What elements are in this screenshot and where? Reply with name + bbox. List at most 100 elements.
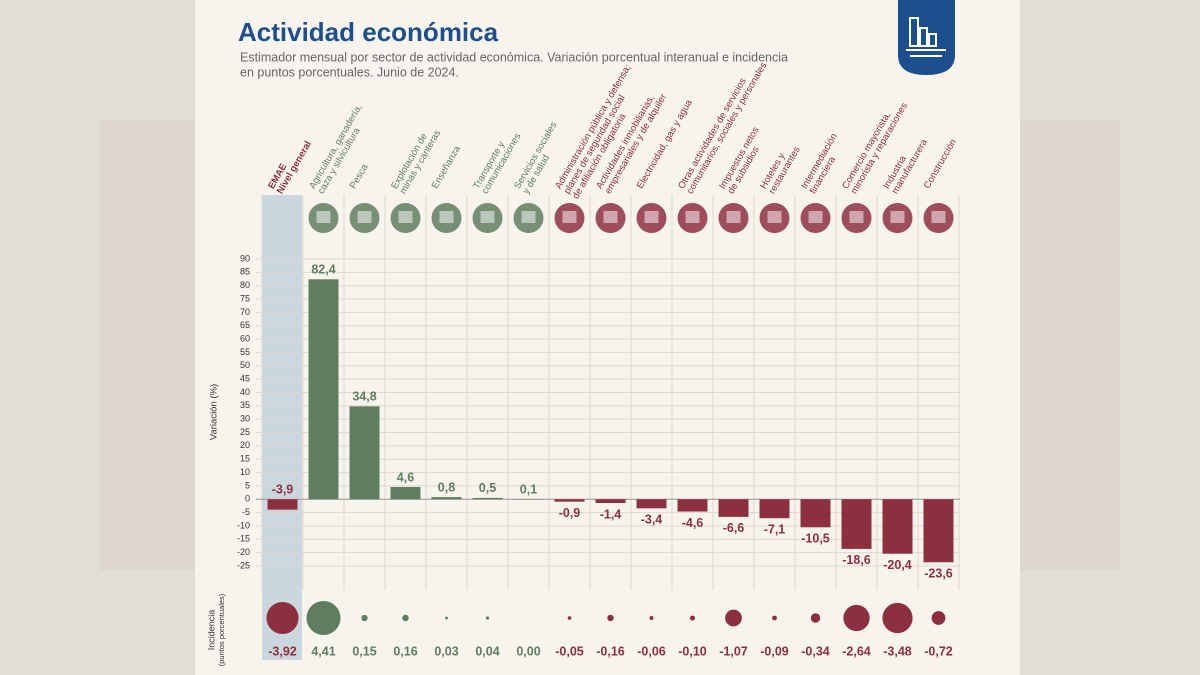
sector-icon-glyph (931, 211, 946, 223)
y-tick-label: -25 (237, 560, 250, 570)
value-label: -4,6 (682, 516, 704, 530)
sector-icon-glyph (398, 211, 413, 223)
y-tick-label: 55 (240, 347, 250, 357)
blurred-side (100, 120, 195, 570)
value-label: -7,1 (764, 523, 786, 537)
incidence-label: -0,06 (637, 644, 666, 658)
incidence-label: -0,05 (555, 644, 584, 658)
value-label: -3,9 (272, 483, 294, 497)
incidence-label: 0,04 (475, 644, 499, 658)
incidence-label: -3,92 (268, 644, 297, 658)
y-tick-label: 85 (240, 267, 250, 277)
bar (677, 499, 708, 512)
bar (923, 499, 954, 563)
y-tick-label: 0 (245, 494, 250, 504)
bar (841, 499, 872, 549)
incidence-bubble (931, 611, 946, 625)
sector-icon-glyph (767, 211, 782, 223)
incidence-label: (puntos porcentuales) (217, 593, 226, 666)
incidence-bubble (567, 616, 572, 620)
bar (390, 486, 421, 500)
y-tick-label: 80 (240, 280, 250, 290)
y-tick-label: 15 (240, 454, 250, 464)
sector-icon-glyph (685, 211, 700, 223)
y-tick-label: 10 (240, 467, 250, 477)
bar (308, 279, 339, 500)
value-label: -1,4 (600, 507, 622, 521)
incidence-label: -0,10 (678, 644, 707, 658)
incidence-label: -0,72 (924, 644, 953, 658)
y-tick-label: -15 (237, 534, 250, 544)
incidence-bubble (649, 616, 654, 620)
value-label: -20,4 (883, 558, 912, 572)
sector-icon-glyph (357, 211, 372, 223)
incidence-bubble (882, 602, 913, 634)
blurred-side (1020, 120, 1120, 570)
y-tick-label: 35 (240, 400, 250, 410)
highlight-column (262, 195, 302, 660)
incidence-label: -3,48 (883, 644, 912, 658)
incidence-bubble (485, 616, 490, 620)
incidence-label: -0,16 (596, 644, 625, 658)
value-label: -10,5 (801, 532, 830, 546)
incidence-bubble (772, 615, 777, 621)
sector-icon-glyph (726, 211, 741, 223)
sector-icon-glyph (521, 211, 536, 223)
y-tick-label: 60 (240, 333, 250, 343)
value-label: 0,8 (438, 480, 455, 494)
y-axis-label: Variación (%) (209, 384, 220, 440)
incidence-label: -2,64 (842, 644, 871, 658)
chart-title: Actividad económica (238, 17, 499, 47)
sector-icon-glyph (562, 211, 577, 223)
y-tick-label: 50 (240, 360, 250, 370)
y-tick-label: -10 (237, 520, 250, 530)
incidence-label: 4,41 (311, 644, 335, 658)
incidence-bubble (361, 614, 368, 622)
bar (759, 499, 790, 519)
sector-icon-glyph (603, 211, 618, 223)
incidence-bubble (725, 609, 742, 627)
bar (636, 499, 667, 509)
value-label: 34,8 (352, 390, 376, 404)
subtitle: Estimador mensual por sector de activida… (240, 50, 788, 64)
incidence-bubble (689, 615, 696, 621)
bar (595, 499, 626, 503)
incidence-label: 0,16 (393, 644, 417, 658)
y-tick-label: -5 (242, 507, 250, 517)
bar (349, 406, 380, 500)
y-tick-label: 30 (240, 414, 250, 424)
y-tick-label: 40 (240, 387, 250, 397)
y-tick-label: 20 (240, 440, 250, 450)
y-tick-label: -20 (237, 547, 250, 557)
value-label: -18,6 (842, 553, 871, 567)
y-tick-label: 5 (245, 480, 250, 490)
bar (554, 499, 585, 502)
bar (472, 497, 503, 500)
bar (882, 499, 913, 554)
y-tick-label: 45 (240, 374, 250, 384)
incidence-label: -0,09 (760, 644, 789, 658)
y-tick-label: 75 (240, 293, 250, 303)
sector-icon-glyph (439, 211, 454, 223)
bar (267, 499, 298, 510)
sector-icon-glyph (316, 211, 331, 223)
sector-icon-glyph (644, 211, 659, 223)
sector-icon-glyph (890, 211, 905, 223)
incidence-bubble (843, 604, 870, 632)
y-tick-label: 65 (240, 320, 250, 330)
incidence-bubble (607, 614, 614, 622)
value-label: 0,1 (520, 482, 537, 496)
incidence-label: 0,03 (434, 644, 458, 658)
incidence-bubble (306, 600, 341, 636)
incidence-bubble (266, 601, 299, 635)
incidence-bubble (402, 614, 409, 622)
value-label: 4,6 (397, 470, 414, 484)
value-label: -0,9 (559, 506, 581, 520)
sector-icon-glyph (808, 211, 823, 223)
value-label: -6,6 (723, 521, 745, 535)
sector-icon-glyph (480, 211, 495, 223)
incidence-label: -0,34 (801, 644, 830, 658)
incidence-label: Incidencia (206, 610, 216, 651)
incidence-bubble (810, 613, 821, 623)
